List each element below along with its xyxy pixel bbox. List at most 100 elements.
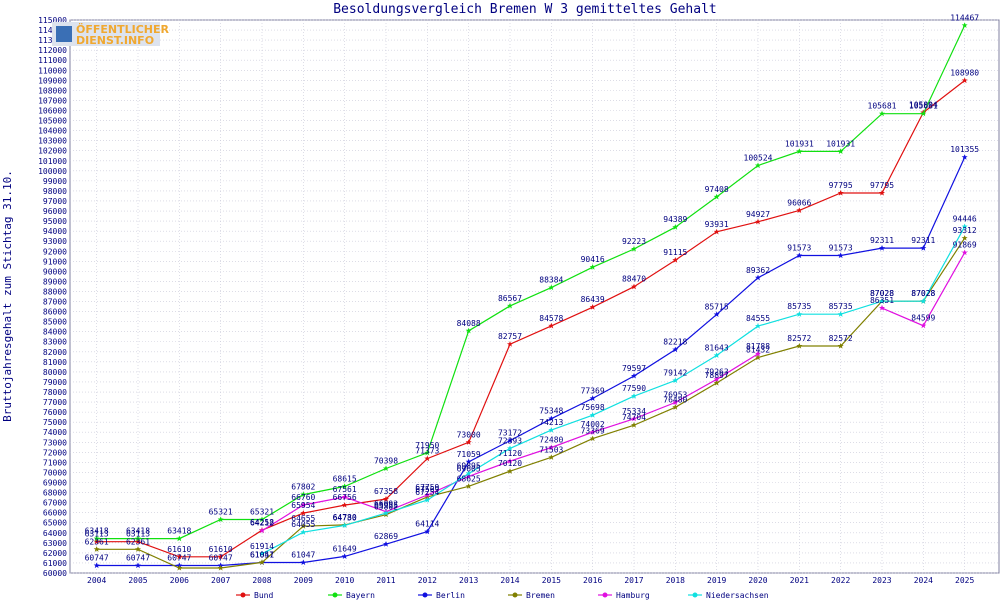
- data-point: [713, 352, 720, 358]
- data-point: [837, 343, 844, 349]
- y-tick-label: 76000: [43, 408, 67, 417]
- data-point: [961, 223, 968, 230]
- data-label: 64212: [250, 519, 274, 528]
- y-tick-label: 95000: [43, 217, 67, 226]
- data-point: [424, 497, 431, 503]
- data-label: 79142: [663, 369, 687, 378]
- data-label: 97795: [870, 181, 894, 190]
- y-tick-label: 87000: [43, 298, 67, 307]
- data-point: [465, 473, 472, 480]
- data-label: 77590: [622, 384, 646, 393]
- data-label: 69605: [457, 464, 481, 473]
- data-label: 61047: [250, 550, 274, 559]
- data-label: 84088: [457, 319, 481, 328]
- y-tick-label: 61000: [43, 559, 67, 568]
- data-label: 90416: [581, 255, 605, 264]
- data-point: [796, 207, 803, 213]
- data-point: [755, 354, 761, 361]
- legend-item-berlin: Berlin: [418, 591, 465, 600]
- y-tick-label: 112000: [38, 46, 67, 55]
- y-tick-label: 105000: [38, 117, 67, 126]
- x-tick-label: 2006: [170, 576, 189, 585]
- data-label: 76480: [663, 395, 687, 404]
- data-label: 68615: [333, 474, 357, 483]
- data-point: [713, 376, 720, 382]
- data-point: [631, 283, 637, 290]
- y-tick-label: 72000: [43, 448, 67, 457]
- data-label: 60747: [85, 553, 109, 562]
- x-tick-label: 2012: [418, 576, 437, 585]
- data-label: 79263: [705, 367, 729, 376]
- data-point: [300, 529, 307, 535]
- data-label: 92223: [622, 237, 646, 246]
- data-point: [672, 404, 679, 410]
- y-tick-label: 84000: [43, 328, 67, 337]
- data-point: [755, 218, 761, 225]
- series-line: [261, 226, 966, 555]
- series-line: [96, 237, 966, 569]
- data-label: 88470: [622, 275, 646, 284]
- y-tick-label: 109000: [38, 76, 67, 85]
- y-tick-label: 82000: [43, 348, 67, 357]
- y-tick-label: 111000: [38, 56, 67, 65]
- y-tick-label: 71000: [43, 458, 67, 467]
- x-tick-label: 2022: [831, 576, 850, 585]
- logo: ÖFFENTLICHER DIENST.INFO: [52, 22, 169, 47]
- data-point: [796, 252, 803, 259]
- data-point: [589, 395, 596, 401]
- y-tick-label: 85000: [43, 318, 67, 327]
- y-tick-label: 68000: [43, 489, 67, 498]
- data-label: 94927: [746, 210, 770, 219]
- data-label: 91869: [953, 241, 977, 250]
- data-label: 100524: [744, 154, 773, 163]
- y-tick-label: 98000: [43, 187, 67, 196]
- data-point: [631, 393, 637, 399]
- data-label: 78897: [705, 371, 729, 380]
- data-point: [93, 546, 100, 552]
- data-label: 92311: [911, 236, 935, 245]
- data-label: 94389: [663, 215, 687, 224]
- data-point: [755, 323, 761, 329]
- data-point: [672, 346, 679, 353]
- data-label: 61610: [167, 545, 191, 554]
- data-label: 105681: [909, 102, 938, 111]
- legend-item-hamburg: Hamburg: [598, 591, 650, 600]
- data-point: [672, 224, 679, 230]
- data-point: [424, 449, 431, 456]
- data-label: 71059: [457, 450, 481, 459]
- data-label: 65955: [374, 501, 398, 510]
- data-point: [589, 435, 596, 442]
- data-label: 67561: [333, 485, 357, 494]
- y-tick-label: 86000: [43, 308, 67, 317]
- data-point: [259, 550, 265, 557]
- data-label: 85735: [787, 302, 811, 311]
- data-point: [961, 154, 968, 160]
- x-tick-label: 2025: [955, 576, 974, 585]
- x-tick-label: 2019: [707, 576, 726, 585]
- data-label: 61610: [209, 545, 233, 554]
- data-label: 66092: [374, 500, 398, 509]
- data-label: 74002: [581, 420, 605, 429]
- y-axis-label: Bruttojahresgehalt zum Stichtag 31.10.: [1, 170, 14, 422]
- x-tick-label: 2021: [790, 576, 809, 585]
- data-label: 67254: [415, 488, 439, 497]
- y-tick-label: 94000: [43, 227, 67, 236]
- data-label: 91115: [663, 248, 687, 257]
- y-tick-label: 107000: [38, 96, 67, 105]
- data-label: 64258: [250, 518, 274, 527]
- data-point: [259, 516, 265, 523]
- data-point: [135, 538, 141, 545]
- data-label: 84555: [746, 314, 770, 323]
- data-label: 81788: [746, 342, 770, 351]
- data-point: [589, 304, 596, 310]
- data-point: [465, 439, 472, 445]
- data-point: [631, 246, 637, 252]
- y-tick-label: 88000: [43, 287, 67, 296]
- data-point: [507, 458, 513, 464]
- data-point: [507, 468, 513, 474]
- legend-marker: [332, 592, 338, 598]
- data-label: 73000: [457, 430, 481, 439]
- y-tick-label: 80000: [43, 368, 67, 377]
- data-point: [135, 562, 141, 569]
- data-label: 66756: [333, 493, 357, 502]
